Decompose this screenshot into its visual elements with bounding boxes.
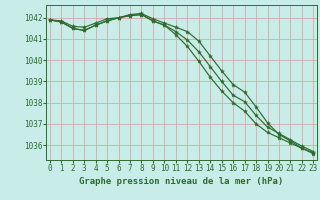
X-axis label: Graphe pression niveau de la mer (hPa): Graphe pression niveau de la mer (hPa) bbox=[79, 177, 284, 186]
